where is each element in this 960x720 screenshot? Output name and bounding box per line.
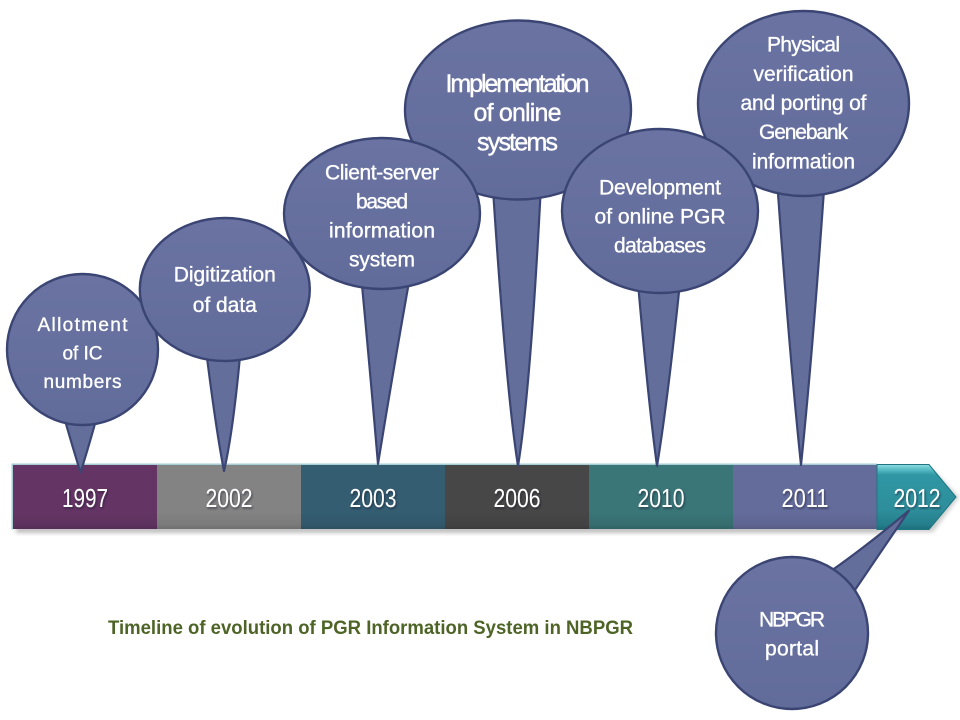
- svg-text:of data: of data: [193, 294, 257, 317]
- svg-text:Client-server: Client-server: [325, 162, 439, 185]
- svg-text:Development: Development: [599, 177, 721, 200]
- svg-text:Digitization: Digitization: [174, 264, 276, 287]
- svg-text:Timeline of evolution of PGR I: Timeline of evolution of PGR Information…: [108, 618, 633, 639]
- svg-text:verification: verification: [754, 63, 854, 86]
- svg-text:NBPGR: NBPGR: [759, 609, 825, 632]
- svg-text:2003: 2003: [350, 485, 397, 513]
- svg-text:Allotment: Allotment: [38, 315, 129, 336]
- svg-text:numbers: numbers: [44, 372, 122, 393]
- svg-text:portal: portal: [765, 638, 819, 661]
- svg-text:information: information: [329, 220, 435, 243]
- svg-text:of online PGR: of online PGR: [595, 206, 726, 229]
- svg-text:2011: 2011: [782, 485, 829, 513]
- svg-text:Physical: Physical: [767, 34, 840, 57]
- svg-text:of online: of online: [474, 99, 562, 127]
- svg-text:systems: systems: [477, 129, 558, 157]
- svg-text:2012: 2012: [894, 485, 941, 513]
- svg-text:information: information: [752, 150, 855, 173]
- svg-text:2002: 2002: [206, 485, 253, 513]
- svg-text:Genebank: Genebank: [759, 121, 849, 144]
- svg-text:2006: 2006: [494, 485, 541, 513]
- svg-text:databases: databases: [614, 235, 706, 258]
- svg-text:and porting of: and porting of: [741, 92, 867, 115]
- svg-text:of IC: of IC: [63, 344, 103, 365]
- svg-text:1997: 1997: [62, 485, 108, 513]
- svg-text:system: system: [349, 249, 415, 272]
- svg-text:based: based: [356, 191, 408, 214]
- svg-text:Implementation: Implementation: [446, 70, 590, 98]
- svg-text:2010: 2010: [638, 485, 685, 513]
